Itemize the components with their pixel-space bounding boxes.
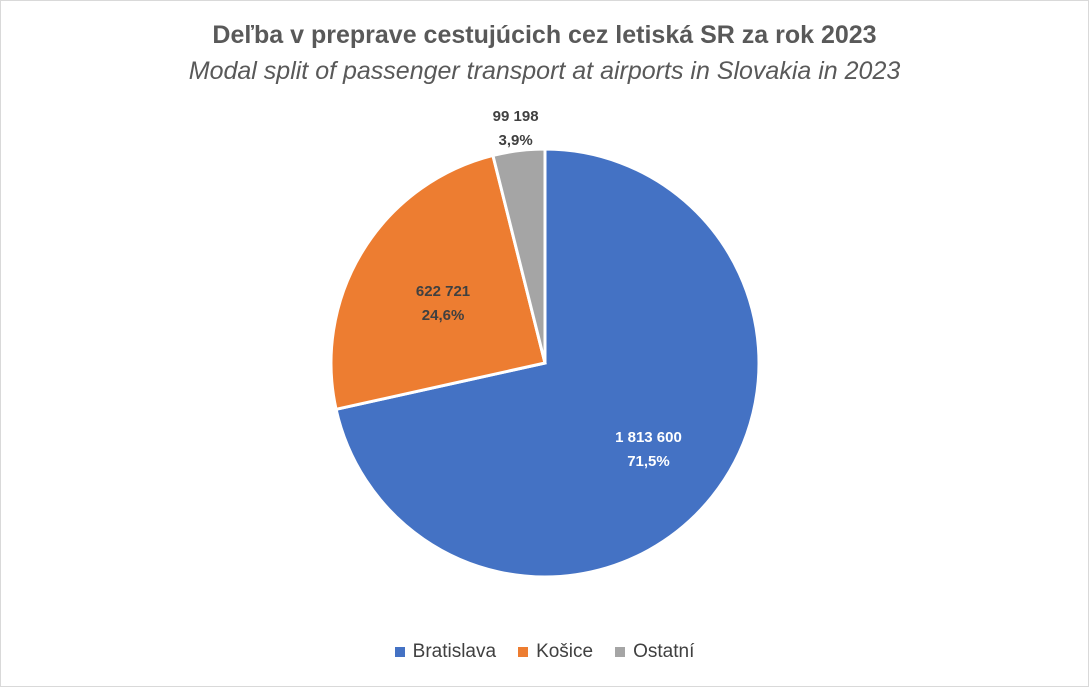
legend-label-ostatni: Ostatní <box>633 641 695 662</box>
legend-item-kosice: Košice <box>518 641 593 663</box>
legend-item-bratislava: Bratislava <box>394 641 497 663</box>
chart-subtitle: Modal split of passenger transport at ai… <box>188 57 901 85</box>
legend-swatch-ostatni <box>615 647 626 657</box>
pie-slice-bratislava <box>334 147 761 579</box>
pie-chart: 1 813 600 71,5% 622 721 24,6% 99 198 3,9% <box>329 108 761 579</box>
pie-slice-kosice <box>329 153 547 412</box>
chart-title: Deľba v preprave cestujúcich cez letiská… <box>212 21 877 49</box>
data-label-kosice-percent: 24,6% <box>422 307 465 324</box>
legend-label-kosice: Košice <box>536 641 594 662</box>
legend-item-ostatni: Ostatní <box>615 641 694 663</box>
legend: Bratislava Košice Ostatní <box>1 641 1088 663</box>
data-label-ostatni-value: 99 198 <box>493 108 539 125</box>
data-label-ostatni-percent: 3,9% <box>499 132 533 149</box>
legend-label-bratislava: Bratislava <box>412 641 497 662</box>
data-label-kosice-value: 622 721 <box>416 283 470 300</box>
data-label-bratislava-percent: 71,5% <box>627 453 670 470</box>
legend-swatch-kosice <box>518 647 529 657</box>
pie-slice-ostatni <box>491 147 547 364</box>
data-label-bratislava-value: 1 813 600 <box>615 429 682 446</box>
legend-swatch-bratislava <box>394 647 405 657</box>
